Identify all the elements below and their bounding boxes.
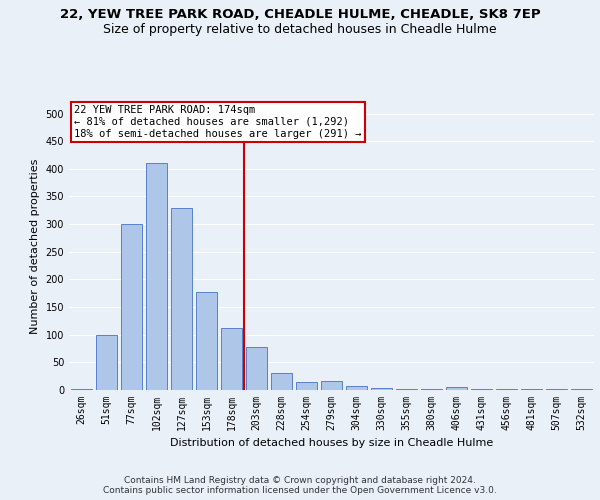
Bar bbox=[96, 334, 117, 390]
Bar bbox=[271, 374, 292, 390]
Bar bbox=[371, 388, 392, 390]
Text: Contains HM Land Registry data © Crown copyright and database right 2024.
Contai: Contains HM Land Registry data © Crown c… bbox=[103, 476, 497, 495]
Bar bbox=[171, 208, 192, 390]
Y-axis label: Number of detached properties: Number of detached properties bbox=[30, 158, 40, 334]
Bar bbox=[121, 224, 142, 390]
Bar bbox=[296, 382, 317, 390]
Bar bbox=[246, 348, 267, 390]
Bar bbox=[446, 387, 467, 390]
Bar bbox=[146, 163, 167, 390]
Bar bbox=[196, 292, 217, 390]
Bar bbox=[221, 328, 242, 390]
Bar bbox=[321, 381, 342, 390]
X-axis label: Distribution of detached houses by size in Cheadle Hulme: Distribution of detached houses by size … bbox=[170, 438, 493, 448]
Text: Size of property relative to detached houses in Cheadle Hulme: Size of property relative to detached ho… bbox=[103, 22, 497, 36]
Text: 22, YEW TREE PARK ROAD, CHEADLE HULME, CHEADLE, SK8 7EP: 22, YEW TREE PARK ROAD, CHEADLE HULME, C… bbox=[59, 8, 541, 20]
Bar bbox=[346, 386, 367, 390]
Text: 22 YEW TREE PARK ROAD: 174sqm
← 81% of detached houses are smaller (1,292)
18% o: 22 YEW TREE PARK ROAD: 174sqm ← 81% of d… bbox=[74, 106, 362, 138]
